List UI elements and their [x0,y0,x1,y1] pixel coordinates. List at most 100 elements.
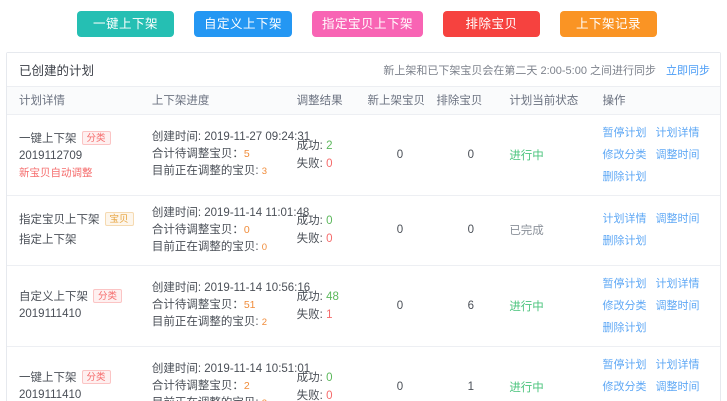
cell-plan-detail: 一键上下架 分类 2019112709 新宝贝自动调整 [7,114,152,196]
adjusting-now-label: 目前正在调整的宝贝: [151,165,259,177]
plan-name-row: 一键上下架 分类 [19,369,148,385]
fail-label: 失败: [296,157,323,170]
cell-new-items: 0 [367,195,437,266]
cell-status: 进行中 [509,346,602,401]
create-time-line: 创建时间: 2019-11-27 09:24:31 [151,129,310,146]
fail-label: 失败: [296,389,323,401]
cell-operations: 暂停计划计划详情修改分类调整时间删除计划 [602,265,720,347]
cell-progress: 创建时间: 2019-11-14 10:56:16 合计待调整宝贝：51 目前正在调… [151,265,310,347]
total-pending-line: 合计待调整宝贝：0 [152,222,293,239]
op-link-4[interactable]: 删除计划 [602,321,647,334]
cell-new-items: 0 [396,380,404,393]
create-time-label: 创建时间: [151,131,202,143]
table-row: 一键上下架 分类 2019112709 新宝贝自动调整 创建时间: 2019-11-27… [7,114,720,196]
panel-header: 已创建的计划 新上架和已下架宝贝会在第二天 2:00-5:00 之间进行同步 立… [7,53,720,87]
op-link-2[interactable]: 修改分类 [602,299,647,312]
cell-result: 成功: 0 失败: 0 [296,195,368,266]
success-value: 0 [326,215,333,227]
sync-info: 新上架和已下架宝贝会在第二天 2:00-5:00 之间进行同步 立即同步 [383,62,710,78]
sync-now-link[interactable]: 立即同步 [666,64,710,77]
adjusting-now-value: 0 [261,241,268,253]
table-header-row: 计划详情 上下架进度 调整结果 新上架宝贝 排除宝贝 计划当前状态 操作 [7,87,720,115]
one-click-onoff-shelf-button[interactable]: 一键上下架 [77,11,174,37]
create-time-label: 创建时间: [151,282,202,294]
create-time-label: 创建时间: [151,363,202,375]
adjusting-now-label: 目前正在调整的宝贝: [151,316,259,328]
create-time-value: 2019-11-14 10:56:16 [204,282,311,294]
cell-excluded: 1 [467,380,475,393]
op-link-2[interactable]: 删除计划 [602,235,647,247]
status-badge: 进行中 [509,381,544,394]
cell-new-items: 0 [367,265,437,347]
th-new-items: 新上架宝贝 [367,87,437,115]
op-link-2[interactable]: 修改分类 [602,380,647,393]
plan-id: 2019111410 [19,389,82,401]
adjusting-now-label: 目前正在调整的宝贝: [152,397,259,401]
op-link-1[interactable]: 调整时间 [655,213,700,225]
plan-id: 2019112709 [19,149,83,162]
specified-item-onoff-shelf-button[interactable]: 指定宝贝上下架 [312,11,424,37]
custom-onoff-shelf-button[interactable]: 自定义上下架 [194,11,293,37]
plan-type-badge: 分类 [81,370,111,384]
plan-note: 新宝贝自动调整 [19,166,93,179]
cell-progress: 创建时间: 2019-11-14 11:01:48 合计待调整宝贝：0 目前正在调整… [151,195,309,266]
cell-plan-detail: 一键上下架 分类 2019111410 [7,346,152,401]
adjusting-now-line: 目前正在调整的宝贝: 3 [152,163,293,180]
onoff-shelf-record-button[interactable]: 上下架记录 [560,11,658,37]
op-link-0[interactable]: 暂停计划 [602,358,647,371]
fail-label: 失败: [296,308,323,321]
adjusting-now-label: 目前正在调整的宝贝: [151,240,259,253]
plan-type-badge: 分类 [93,289,123,303]
cell-excluded: 0 [436,195,510,266]
total-pending-line: 合计待调整宝贝：2 [152,378,293,395]
op-link-1[interactable]: 计划详情 [655,126,700,139]
total-pending-line: 合计待调整宝贝：51 [152,297,293,314]
exclude-item-button[interactable]: 排除宝贝 [443,11,541,37]
cell-status: 已完成 [509,195,603,266]
adjusting-now-line: 目前正在调整的宝贝: 2 [152,395,293,401]
plan-type-badge: 宝贝 [104,211,134,226]
op-link-3[interactable]: 调整时间 [655,380,700,393]
th-operations: 操作 [602,87,720,115]
sync-note: 新上架和已下架宝贝会在第二天 2:00-5:00 之间进行同步 [383,64,656,77]
op-link-0[interactable]: 暂停计划 [602,277,647,290]
plan-name-row: 指定宝贝上下架 宝贝 [19,211,148,227]
success-label: 成功: [296,290,323,303]
cell-plan-detail: 自定义上下架 分类 2019111410 [7,265,152,347]
cell-plan-detail: 指定宝贝上下架 宝贝 指定上下架 [7,195,152,266]
success-value: 0 [326,371,333,384]
plan-name: 一键上下架 [19,132,77,145]
success-label: 成功: [296,371,323,384]
plan-name: 一键上下架 [19,372,77,384]
plan-id: 2019111410 [19,308,82,320]
operations-list: 暂停计划计划详情修改分类调整时间删除计划 [602,275,714,337]
op-link-4[interactable]: 删除计划 [602,170,647,183]
page-title: 已创建的计划 [19,64,95,78]
cell-excluded: 0 [436,114,510,196]
cell-new-items: 0 [367,114,437,196]
cell-status: 进行中 [509,114,603,196]
th-result: 调整结果 [296,87,368,115]
plan-name-row: 一键上下架 分类 [19,130,148,146]
op-link-0[interactable]: 暂停计划 [602,126,647,139]
op-link-2[interactable]: 修改分类 [602,148,647,161]
plan-id: 指定上下架 [19,233,77,246]
th-progress: 上下架进度 [151,87,297,115]
cell-progress: 创建时间: 2019-11-14 10:51:01合计待调整宝贝：2目前正在调整… [151,346,310,401]
op-link-0[interactable]: 计划详情 [602,213,647,225]
status-badge: 进行中 [509,300,544,313]
action-toolbar: 一键上下架 自定义上下架 指定宝贝上下架 排除宝贝 上下架记录 [0,0,727,42]
cell-operations: 计划详情 调整时间 删除计划 [602,195,720,266]
success-value: 2 [326,139,333,152]
table-row: 指定宝贝上下架 宝贝 指定上下架 创建时间: 2019-11-14 11:01:48 合… [7,195,720,266]
op-link-3[interactable]: 调整时间 [655,299,700,312]
create-time-line: 创建时间: 2019-11-14 10:56:16 [151,280,310,297]
op-link-1[interactable]: 计划详情 [655,358,700,371]
op-link-3[interactable]: 调整时间 [655,148,700,161]
success-label: 成功: [296,215,323,227]
adjusting-now-line: 目前正在调整的宝贝: 0 [152,239,293,256]
cell-result: 成功: 2 失败: 0 [296,114,368,196]
status-badge: 进行中 [509,149,544,162]
op-link-1[interactable]: 计划详情 [655,277,700,290]
